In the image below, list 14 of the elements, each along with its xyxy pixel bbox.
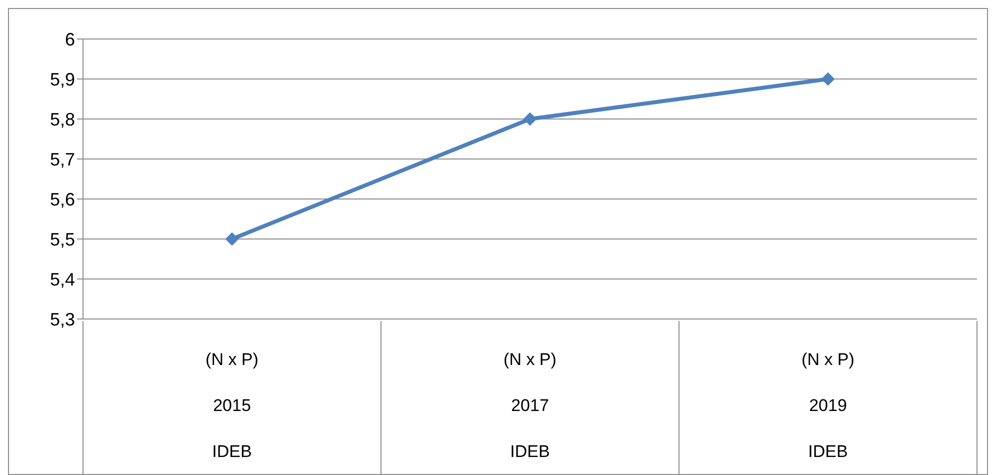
y-tick-label: 5,9 [50, 69, 75, 90]
category-label: (N x P) 2017 IDEB [504, 350, 556, 461]
y-tick-label: 6 [64, 29, 75, 50]
y-tick-label: 5,4 [50, 269, 75, 290]
category-label: (N x P) 2015 IDEB [206, 350, 258, 461]
y-tick-label: 5,5 [50, 229, 75, 250]
point [226, 232, 238, 246]
y-tick-label: 5,6 [50, 189, 75, 210]
y-tick-label: 5,8 [50, 109, 75, 130]
point [524, 112, 536, 126]
category-label: (N x P) 2019 IDEB [802, 350, 854, 461]
point [822, 72, 834, 86]
y-tick-label: 5,3 [50, 309, 75, 330]
y-tick-label: 5,7 [50, 149, 75, 170]
